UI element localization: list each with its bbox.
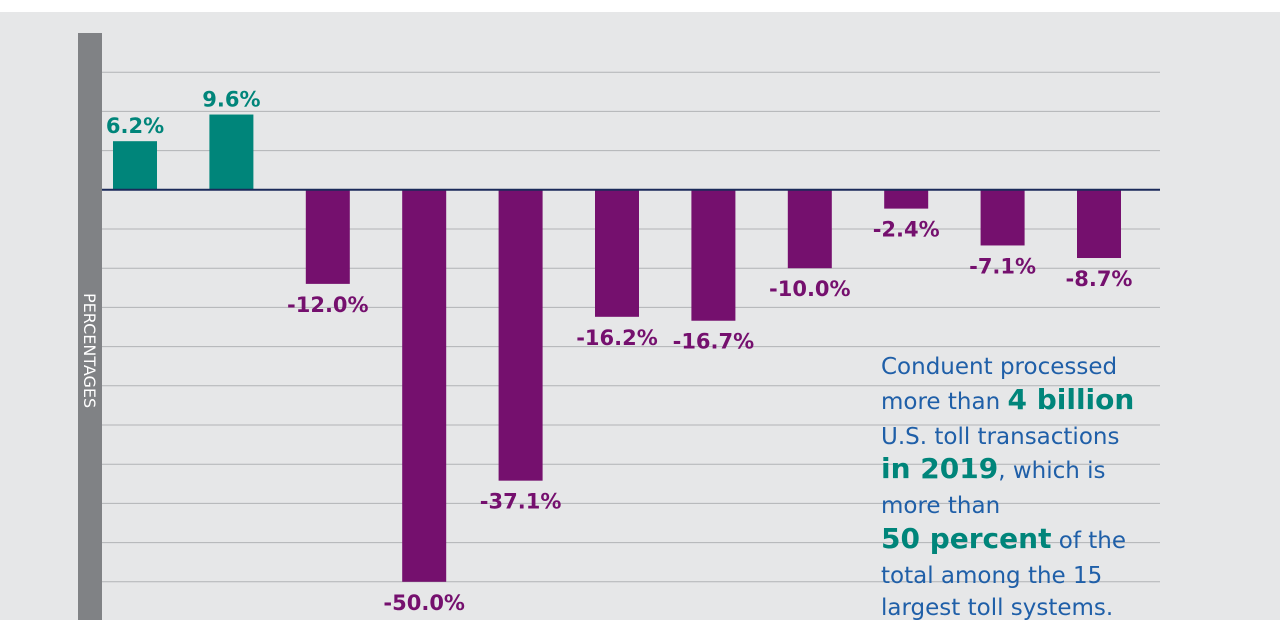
bar [113, 141, 157, 190]
bar [402, 189, 447, 582]
annotation-line: U.S. toll transactions [881, 424, 1119, 450]
bar [1077, 189, 1121, 259]
value-label: -50.0% [383, 591, 465, 615]
value-label: -37.1% [480, 490, 562, 514]
annotation-text: more than [881, 389, 1007, 415]
bar [209, 114, 254, 190]
bar [498, 189, 543, 481]
annotation-line: more than [881, 493, 1000, 519]
annotation-text: in 2019 [881, 452, 998, 485]
bar [884, 189, 929, 209]
annotation-line: 50 percent of the [881, 522, 1126, 555]
y-axis-label: PERCENTAGES [80, 293, 99, 408]
value-label: -16.7% [673, 330, 755, 354]
value-label: -7.1% [969, 254, 1036, 278]
bar [595, 189, 639, 317]
value-label: -12.0% [287, 293, 369, 317]
chart-background [0, 12, 1280, 620]
value-label: -10.0% [769, 277, 851, 301]
value-label: 9.6% [202, 88, 260, 112]
annotation-text: U.S. toll transactions [881, 424, 1119, 450]
annotation-line: Conduent processed [881, 354, 1117, 380]
annotation-line: more than 4 billion [881, 383, 1134, 416]
annotation-text: , which is [998, 458, 1105, 484]
y-axis-bar [78, 33, 102, 620]
value-label: 6.2% [106, 114, 164, 138]
annotation-text: 4 billion [1007, 383, 1134, 416]
bar [691, 189, 736, 321]
annotation-text: largest toll systems. [881, 595, 1113, 620]
bar [787, 189, 832, 269]
bar [305, 189, 350, 284]
annotation-text: 50 percent [881, 522, 1051, 555]
annotation-text: more than [881, 493, 1000, 519]
annotation-line: total among the 15 [881, 563, 1102, 589]
bar [980, 189, 1025, 246]
annotation-text: Conduent processed [881, 354, 1117, 380]
annotation-text: of the [1051, 528, 1126, 554]
value-label: -2.4% [873, 218, 940, 242]
value-label: -8.7% [1066, 267, 1133, 291]
annotation-text: total among the 15 [881, 563, 1102, 589]
annotation-line: in 2019, which is [881, 452, 1106, 485]
annotation-line: largest toll systems. [881, 595, 1113, 620]
value-label: -16.2% [576, 326, 658, 350]
